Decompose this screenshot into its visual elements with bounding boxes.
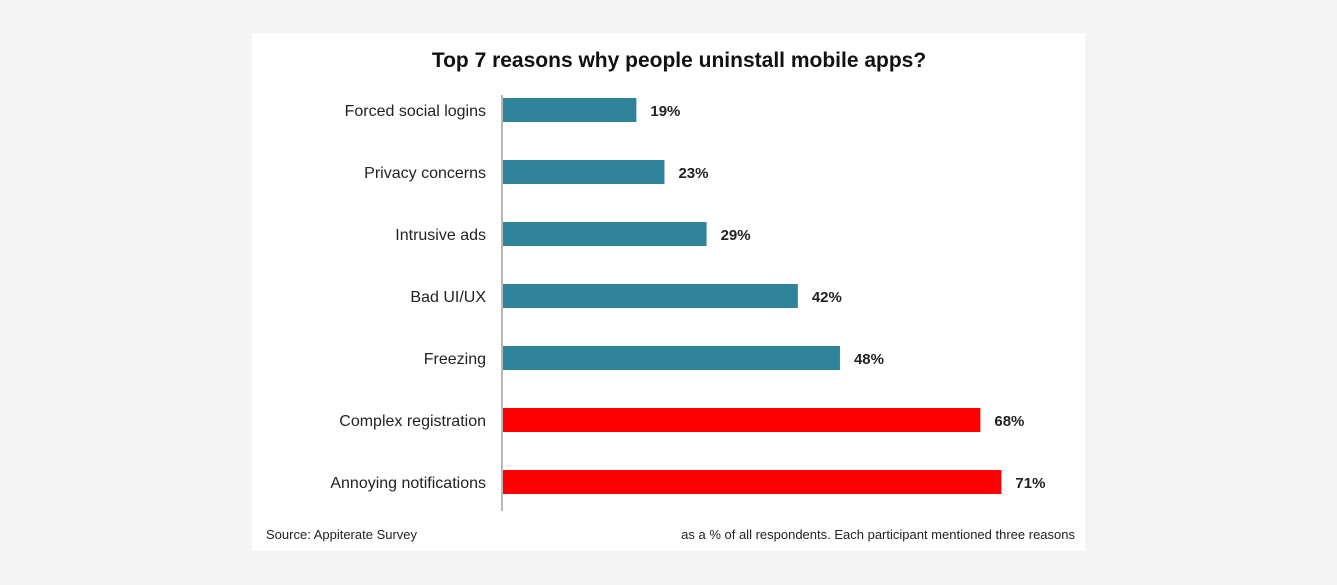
bar-chart: Top 7 reasons why people uninstall mobil… <box>266 49 1075 542</box>
bar <box>503 98 637 122</box>
category-label: Intrusive ads <box>395 227 486 244</box>
chart-title: Top 7 reasons why people uninstall mobil… <box>432 49 926 72</box>
bar <box>503 222 707 246</box>
bar <box>503 470 1002 494</box>
bar <box>503 408 981 432</box>
respondents-note: as a % of all respondents. Each particip… <box>681 527 1075 542</box>
value-label: 23% <box>678 165 708 182</box>
category-label: Privacy concerns <box>364 165 486 182</box>
chart-card: Top 7 reasons why people uninstall mobil… <box>252 33 1085 551</box>
value-label: 48% <box>854 351 884 368</box>
bar <box>503 160 665 184</box>
category-label: Complex registration <box>339 413 486 430</box>
value-label: 19% <box>650 103 680 120</box>
value-label: 42% <box>812 289 842 306</box>
bar <box>503 284 798 308</box>
value-label: 71% <box>1015 475 1045 492</box>
category-label: Annoying notifications <box>330 475 486 492</box>
bars-layer: Forced social logins 19% Privacy concerns 2… <box>330 98 1045 494</box>
value-label: 68% <box>994 413 1024 430</box>
source-note: Source: Appiterate Survey <box>266 527 418 542</box>
value-label: 29% <box>721 227 751 244</box>
category-label: Forced social logins <box>345 103 486 120</box>
category-label: Bad UI/UX <box>410 289 486 306</box>
bar <box>503 346 840 370</box>
category-label: Freezing <box>424 351 486 368</box>
